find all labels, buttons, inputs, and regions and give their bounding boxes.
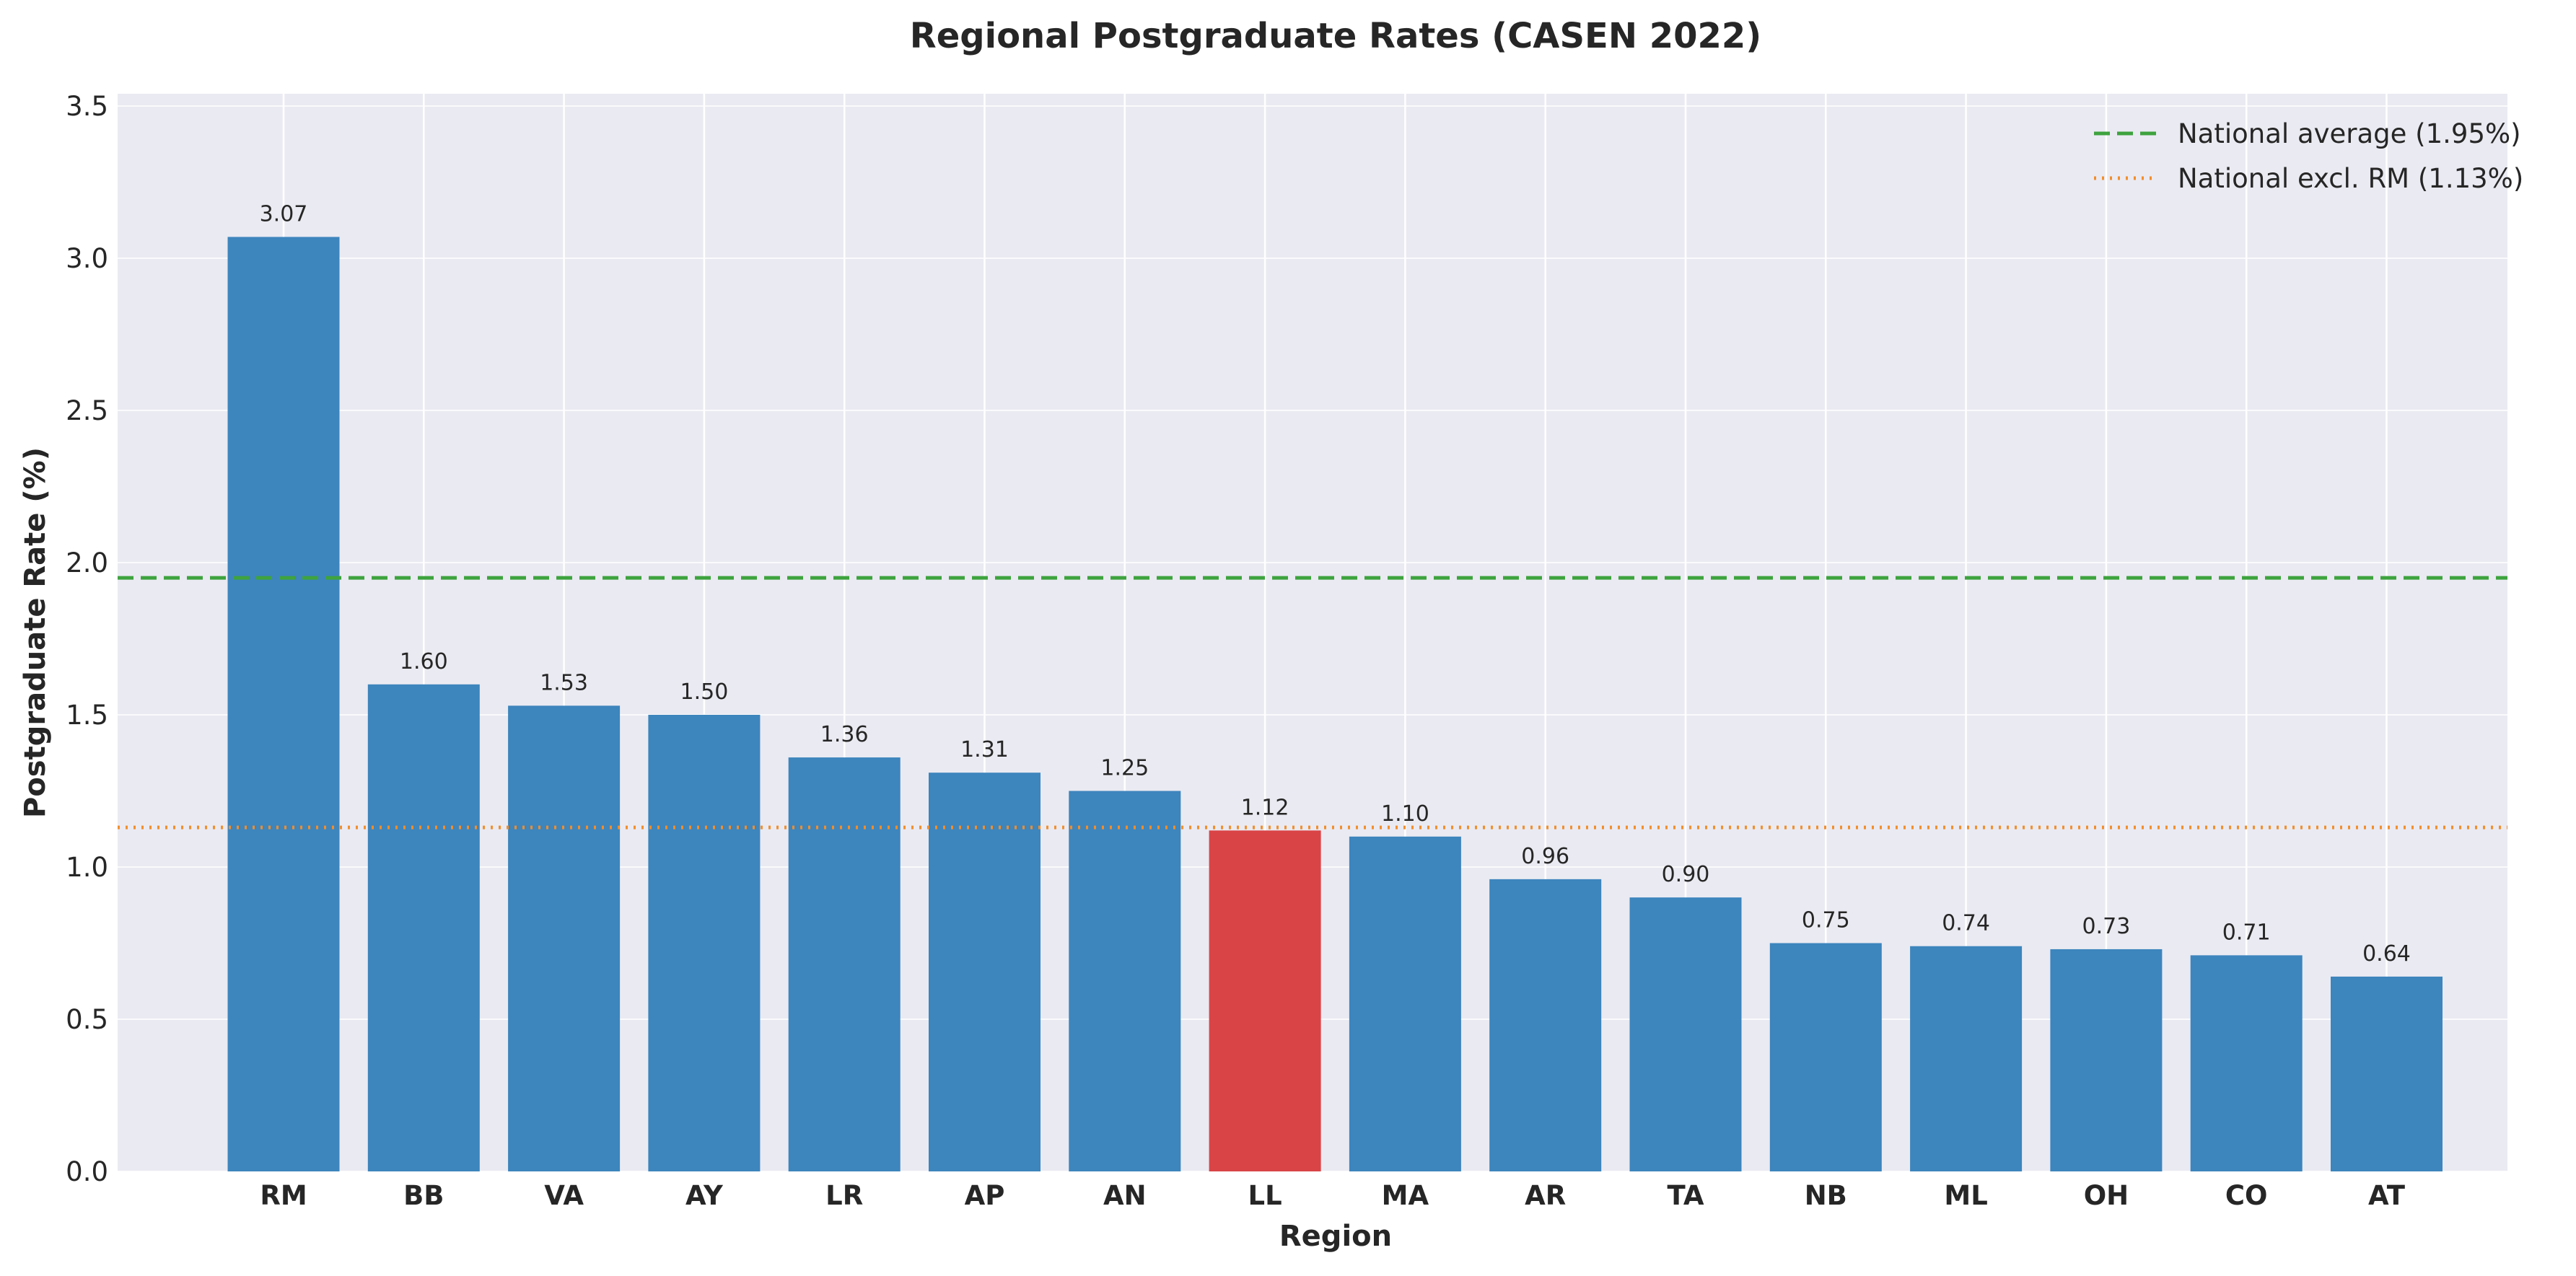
y-axis-label: Postgraduate Rate (%) [19, 447, 52, 818]
y-tick: 0.0 [66, 1156, 108, 1187]
bar-oh [2050, 949, 2163, 1171]
data-label-ay: 1.50 [680, 679, 729, 705]
data-labels: 3.07 1.60 1.53 1.50 1.36 1.31 1.25 1.12 1.10 0.96… [260, 201, 2411, 966]
x-tick-co: CO [2225, 1180, 2268, 1211]
bar-va [508, 705, 621, 1171]
bar-ma [1349, 836, 1461, 1171]
bar-rm [227, 237, 340, 1172]
x-tick-at: AT [2368, 1180, 2406, 1211]
data-label-an: 1.25 [1100, 756, 1149, 781]
x-tick-va: VA [544, 1180, 584, 1211]
x-axis-label: Region [1279, 1220, 1392, 1253]
y-tick: 2.5 [66, 395, 108, 426]
x-tick-ar: AR [1525, 1180, 1566, 1211]
data-label-va: 1.53 [540, 670, 588, 695]
data-label-ta: 0.90 [1662, 862, 1710, 887]
x-tick-bb: BB [403, 1180, 444, 1211]
bar-an [1069, 791, 1181, 1171]
data-label-ml: 0.74 [1942, 911, 1990, 936]
x-tick-oh: OH [2084, 1180, 2129, 1211]
x-tick-ml: ML [1944, 1180, 1987, 1211]
x-tick-rm: RM [260, 1180, 307, 1211]
x-tick-ta: TA [1667, 1180, 1704, 1211]
bar-ta [1629, 897, 1742, 1171]
data-label-rm: 3.07 [260, 201, 308, 226]
legend-label-national-average: National average (1.95%) [2178, 118, 2521, 149]
data-label-ar: 0.96 [1521, 844, 1569, 869]
y-tick: 1.5 [66, 700, 108, 731]
bar-ml [1910, 946, 2023, 1171]
bar-at [2331, 976, 2443, 1171]
x-tick-ay: AY [685, 1180, 724, 1211]
data-label-nb: 0.75 [1802, 908, 1850, 933]
data-label-ll: 1.12 [1241, 795, 1289, 820]
x-axis-ticks: RM BB VA AY LR AP AN LL MA AR TA NB ML OH CO AT [260, 1180, 2405, 1211]
bar-ay [648, 715, 761, 1171]
y-axis-ticks: 0.0 0.5 1.0 1.5 2.0 2.5 3.0 3.5 [66, 91, 108, 1187]
y-tick: 3.0 [66, 243, 108, 274]
x-tick-ll: LL [1248, 1180, 1282, 1211]
legend-label-national-excl-rm: National excl. RM (1.13%) [2178, 163, 2523, 194]
bar-ap [929, 773, 1041, 1171]
y-tick: 0.5 [66, 1004, 108, 1035]
y-tick: 1.0 [66, 852, 108, 883]
data-label-at: 0.64 [2362, 941, 2411, 967]
bar-co [2190, 955, 2303, 1171]
data-label-ma: 1.10 [1381, 801, 1429, 827]
x-tick-lr: LR [825, 1180, 863, 1211]
bar-bb [367, 684, 480, 1171]
x-tick-ma: MA [1382, 1180, 1429, 1211]
data-label-co: 0.71 [2222, 920, 2271, 945]
x-tick-an: AN [1103, 1180, 1147, 1211]
bar-nb [1769, 943, 1882, 1171]
legend: National average (1.95%) National excl. … [2094, 118, 2523, 194]
bar-ll [1209, 830, 1321, 1171]
bars [227, 237, 2443, 1172]
data-label-oh: 0.73 [2082, 914, 2131, 939]
x-tick-nb: NB [1805, 1180, 1847, 1211]
data-label-lr: 1.36 [820, 722, 869, 747]
data-label-bb: 1.60 [400, 649, 448, 674]
x-tick-ap: AP [965, 1180, 1005, 1211]
y-tick: 2.0 [66, 547, 108, 578]
y-tick: 3.5 [66, 91, 108, 122]
bar-lr [788, 757, 901, 1171]
reference-lines [118, 576, 2507, 830]
chart-title: Regional Postgraduate Rates (CASEN 2022) [910, 16, 1761, 56]
data-label-ap: 1.31 [960, 737, 1009, 762]
bar-ar [1489, 879, 1602, 1171]
